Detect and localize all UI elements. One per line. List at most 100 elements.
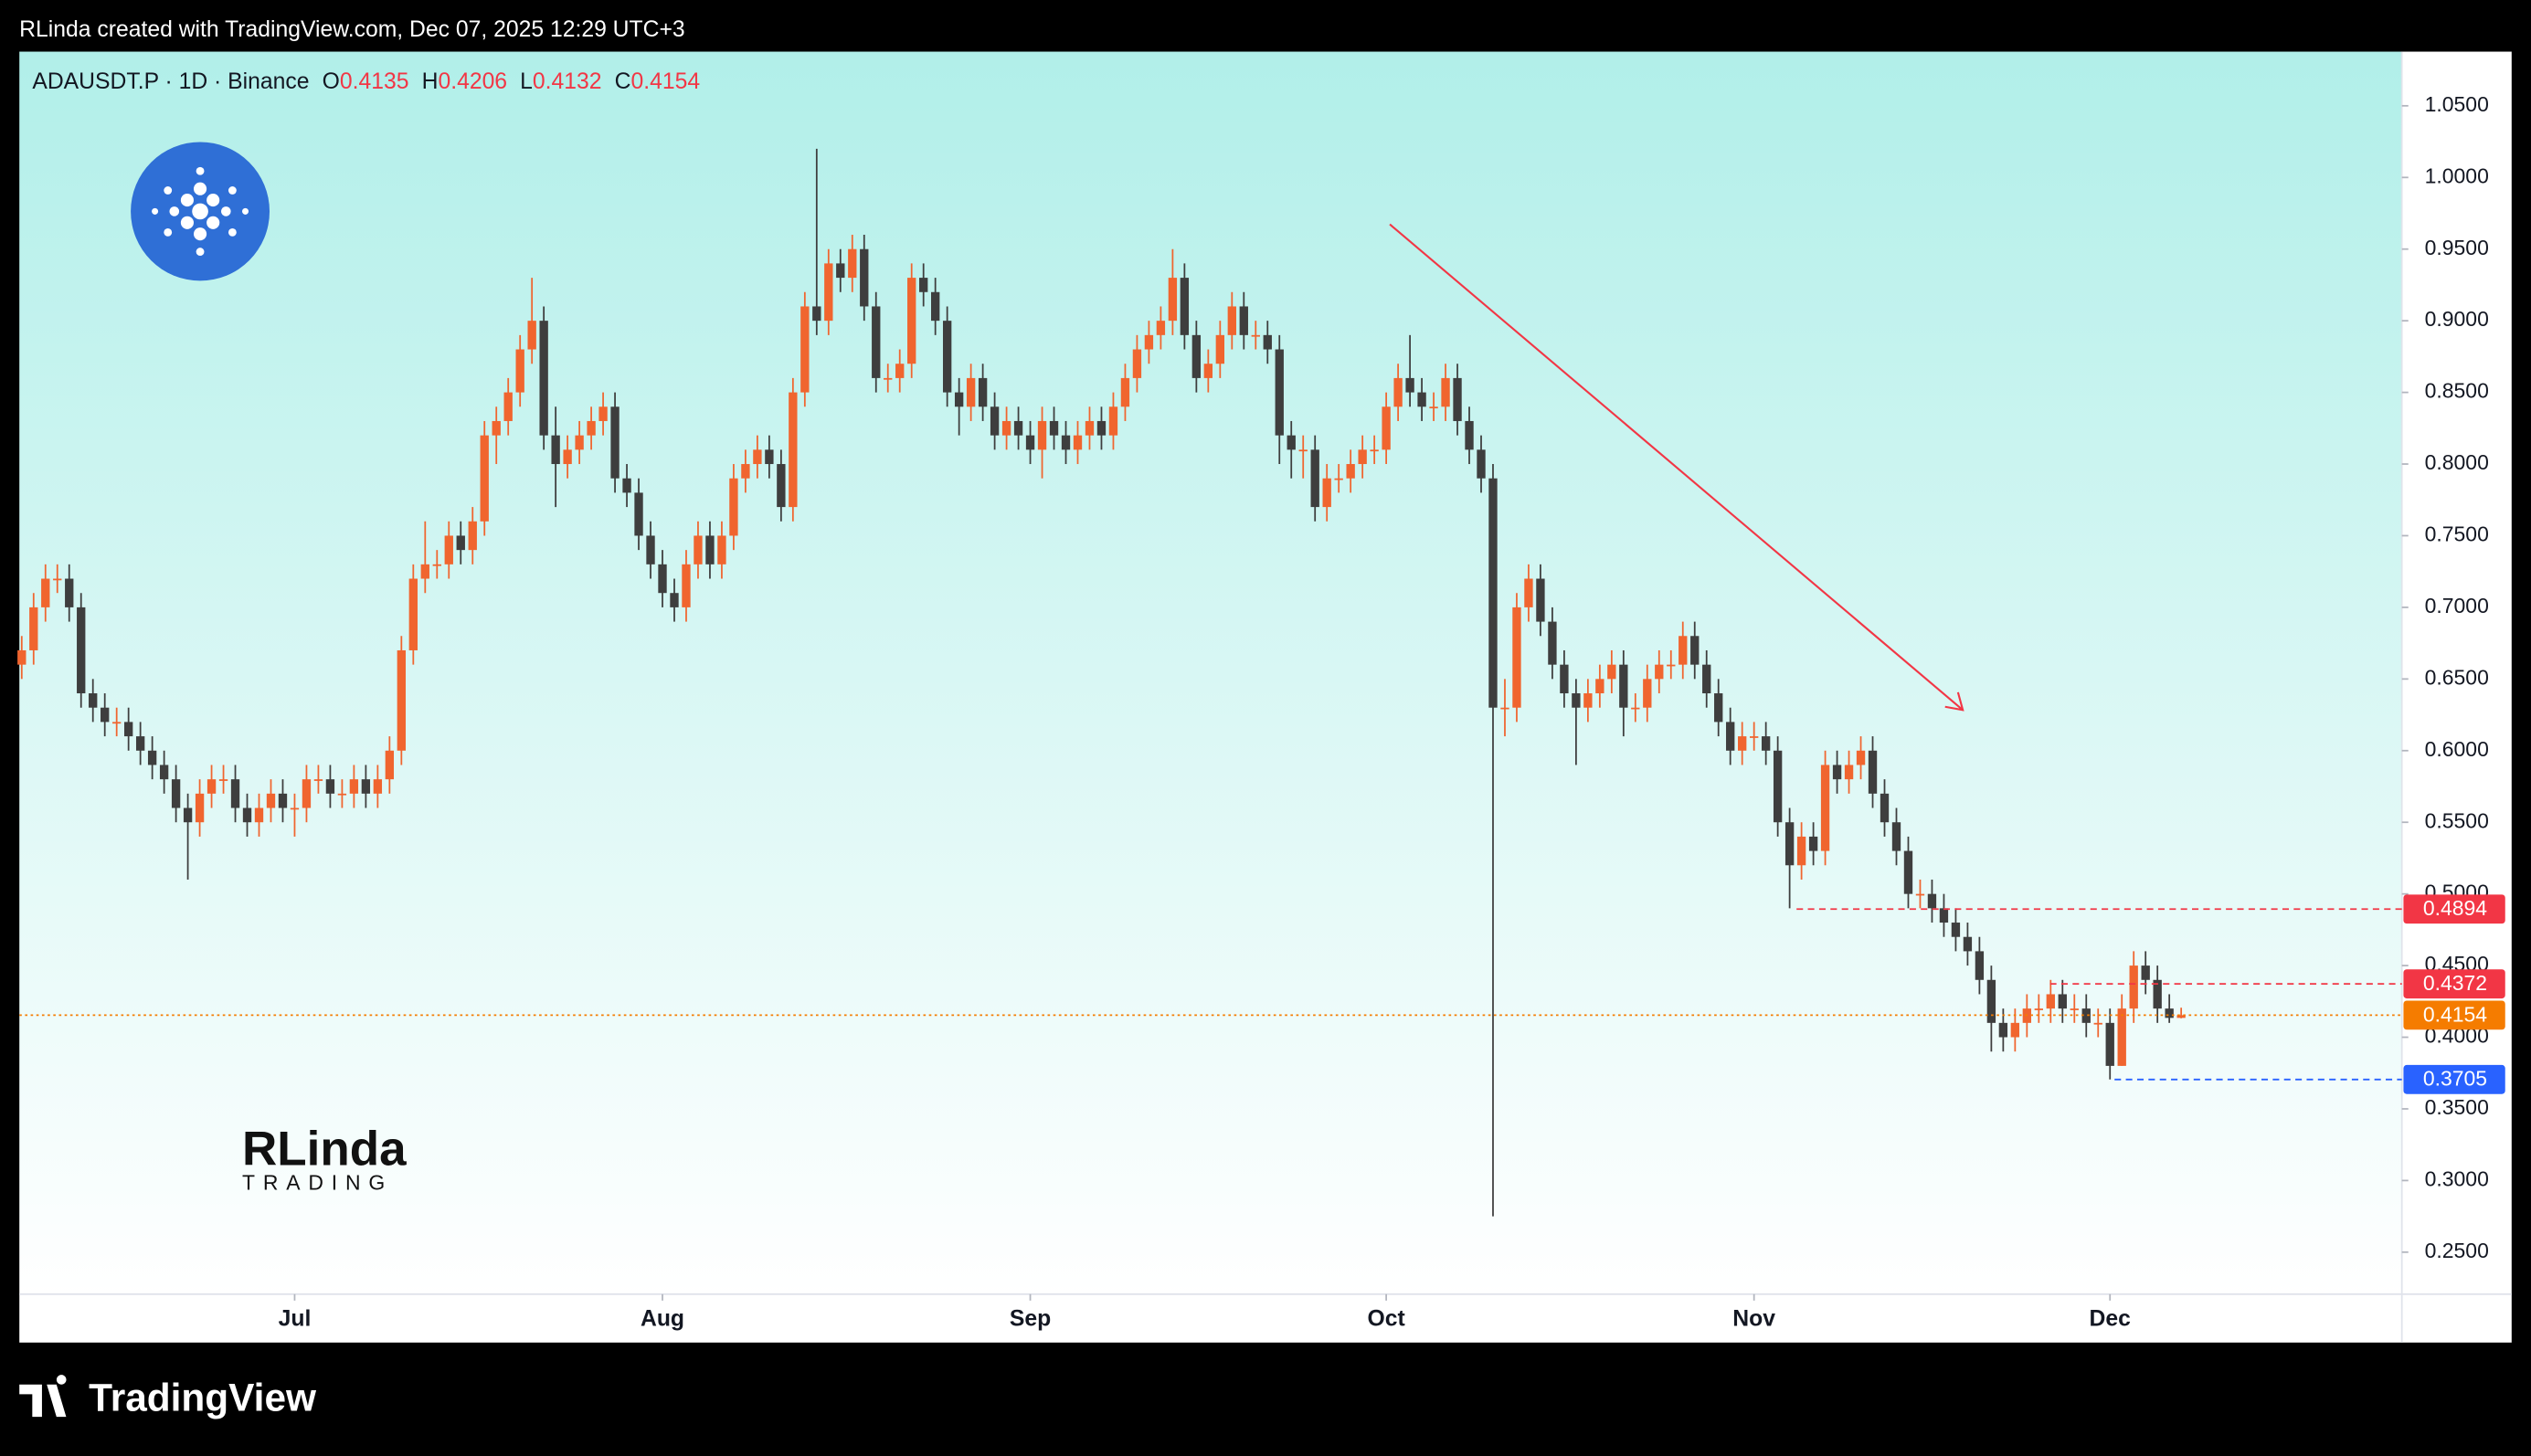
candle-body (183, 807, 193, 823)
candle-body (159, 765, 169, 780)
candle-body (1738, 736, 1747, 751)
candle-body (468, 521, 477, 551)
candle-body (1120, 377, 1130, 407)
candle-body (1939, 908, 1949, 923)
x-tick-label: Aug (641, 1307, 684, 1332)
candle-body (884, 377, 893, 380)
candle-body (777, 464, 786, 508)
candle-body (77, 607, 86, 694)
y-tick-label: 0.5500 (2425, 808, 2489, 832)
candle-body (812, 306, 821, 322)
candle-body (1880, 793, 1890, 823)
candle-body (1856, 750, 1866, 765)
price-axis (2401, 51, 2512, 1343)
x-tick-label: Oct (1368, 1307, 1405, 1332)
legend-value: 0.4135 (340, 69, 409, 94)
candle-body (610, 406, 620, 479)
candle-body (1773, 750, 1783, 823)
candle-body (1132, 349, 1142, 378)
candle-body (2153, 979, 2162, 1009)
candle-body (527, 321, 536, 350)
coin-logo (131, 142, 270, 281)
candle-body (1429, 406, 1438, 409)
candle-body (515, 349, 524, 393)
candle-body (1061, 435, 1071, 450)
candle-body (1334, 478, 1343, 480)
candle-body (53, 578, 62, 581)
candle-body (1322, 478, 1331, 508)
candle-body (1832, 765, 1842, 780)
candle-body (408, 578, 418, 650)
legend-key: L (520, 69, 533, 94)
candle-body (1963, 936, 1973, 952)
x-tick-label: Jul (279, 1307, 312, 1332)
candle-body (587, 420, 596, 436)
candle-body (1405, 377, 1414, 393)
candle-body (2129, 965, 2138, 1009)
candle-body (622, 478, 631, 493)
candle-body (1667, 664, 1676, 667)
candle-body (682, 564, 691, 607)
candle-body (2176, 1015, 2186, 1018)
candle-body (1191, 334, 1202, 378)
candle-body (2070, 1008, 2079, 1010)
candle-body (218, 779, 228, 781)
header-text: RLinda created with TradingView.com, Dec… (19, 17, 684, 42)
footer-logo (19, 1375, 67, 1418)
candle-body (907, 278, 916, 364)
y-tick-label: 1.0500 (2425, 92, 2489, 116)
price-label-bg (2403, 894, 2505, 924)
y-tick-label: 0.8500 (2425, 379, 2489, 403)
candle-body (1417, 392, 1426, 407)
candle-body (420, 564, 429, 579)
candle-body (646, 535, 655, 564)
candle-body (1572, 693, 1581, 708)
candle-body (753, 449, 762, 465)
candle-body (860, 248, 869, 307)
candle-body (373, 779, 383, 794)
candle-body (729, 478, 738, 536)
candle-body (1679, 636, 1688, 665)
candle-body (1619, 664, 1628, 708)
legend-key: H (422, 69, 439, 94)
candle-body (1263, 334, 1272, 350)
candle-body (2105, 1022, 2114, 1066)
candle-body (195, 793, 205, 823)
y-tick-label: 0.6500 (2425, 665, 2489, 689)
candle-body (2010, 1022, 2020, 1038)
candle-body (1215, 334, 1224, 364)
candle-body (361, 779, 371, 794)
candle-body (1227, 306, 1236, 335)
candle-body (1013, 420, 1023, 436)
legend-value: 0.4132 (533, 69, 602, 94)
candle-body (1903, 850, 1913, 894)
candle-body (1500, 707, 1509, 710)
plot-pane (19, 51, 2402, 1294)
candle-body (848, 248, 857, 279)
candle-body (717, 535, 726, 564)
candle-body (1524, 578, 1533, 607)
price-label-bg (2403, 969, 2505, 999)
candle-body (1796, 836, 1806, 866)
candle-body (302, 779, 312, 808)
candle-body (1915, 893, 1925, 896)
candle-body (824, 263, 833, 322)
candle-body (765, 449, 774, 465)
trend-arrow (1389, 223, 1964, 712)
candle-body (1975, 951, 1985, 980)
candle-body (670, 593, 679, 607)
candle-body (978, 377, 988, 407)
candle-body (2046, 994, 2055, 1009)
candle-body (1001, 420, 1011, 436)
price-label: 0.4372 (2423, 971, 2487, 995)
candle-body (1488, 478, 1498, 708)
candle-body (789, 392, 798, 508)
candle-body (254, 807, 264, 823)
candle-body (1986, 979, 1996, 1023)
candle-body (432, 564, 441, 566)
candle-body (41, 578, 50, 607)
candle-body (65, 578, 74, 607)
candle-body (1096, 420, 1107, 436)
candle-body (1844, 765, 1854, 780)
candle-body (385, 750, 395, 780)
